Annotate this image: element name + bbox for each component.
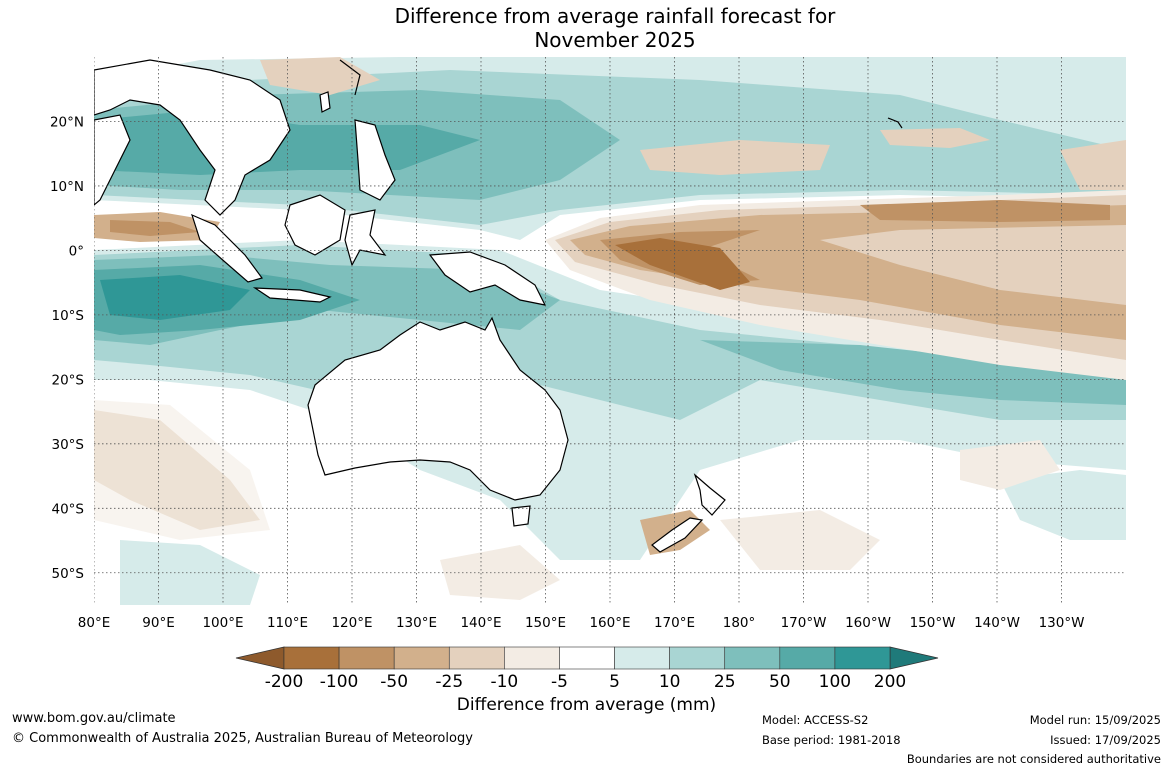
longitude-label: 170°E [654, 615, 695, 631]
java-outline [252, 287, 332, 303]
colorbar-extend-low [235, 646, 285, 670]
colorbar-tick-label: -10 [490, 672, 518, 692]
colorbar-tick-label: 25 [714, 672, 736, 692]
mainland-se-asia-outline [94, 59, 291, 216]
colorbar-tick-label: 100 [819, 672, 851, 692]
borneo-outline [284, 194, 346, 256]
hawaii-outline [887, 117, 903, 129]
dry-north-pacific-2 [880, 128, 990, 148]
map-svg: 80°E 90°E 100°E 110°E 120°E 130°E 140°E 150°E 16… [50, 57, 1126, 631]
new-zealand-north-outline [693, 473, 726, 516]
colorbar-swatch [834, 646, 891, 670]
colorbar-svg: -200 -100 -50 -25 -10 -5 5 10 25 50 100 200 [235, 646, 939, 692]
longitude-label: 120°E [331, 615, 372, 631]
teal-strongest [100, 275, 250, 320]
colorbar-tick-label: 5 [609, 672, 620, 692]
dry-south-1 [440, 545, 560, 600]
teal-dark-sp [700, 340, 1126, 405]
dry-south-io-light [94, 400, 270, 540]
longitude-label: 130°W [1039, 615, 1085, 631]
footer-model-run: Model run: 15/09/2025 [1029, 713, 1161, 727]
longitude-label: 100°E [202, 615, 243, 631]
longitude-label: 150°E [525, 615, 566, 631]
colorbar-tick-label: -50 [380, 672, 408, 692]
latitude-label: 10°S [52, 308, 85, 324]
sumatra-outline [191, 213, 263, 283]
longitude-label: 160°E [589, 615, 630, 631]
colorbar-swatch [338, 646, 395, 670]
taiwan-outline [319, 91, 331, 113]
rainfall-map: 80°E 90°E 100°E 110°E 120°E 130°E 140°E 150°E 16… [50, 57, 1126, 631]
longitude-labels: 80°E 90°E 100°E 110°E 120°E 130°E 140°E 150°E 16… [78, 615, 1085, 631]
map-title: Difference from average rainfall forecas… [0, 4, 1173, 52]
latitude-label: 40°S [52, 501, 85, 517]
colorbar-swatch [448, 646, 505, 670]
colorbar-swatch [559, 646, 615, 670]
teal-zone-southeast [1000, 470, 1126, 540]
longitude-label: 150°W [910, 615, 956, 631]
dry-south-pacific-1 [720, 510, 880, 570]
colorbar-tick-label: 50 [769, 672, 791, 692]
colorbar-swatch [283, 646, 340, 670]
colorbar: -200 -100 -50 -25 -10 -5 5 10 25 50 100 200 [0, 640, 1173, 720]
footer-copyright: © Commonwealth of Australia 2025, Austra… [12, 731, 473, 746]
latitude-label: 30°S [52, 437, 85, 453]
footer-base-period: Base period: 1981-2018 [762, 733, 901, 747]
new-guinea-outline [428, 251, 547, 306]
colorbar-tick-label: 10 [659, 672, 681, 692]
colorbar-tick-label: -25 [435, 672, 463, 692]
longitude-label: 140°E [460, 615, 501, 631]
colorbar-extend-high [889, 646, 939, 670]
dry-north-asia [260, 57, 380, 95]
longitude-label: 130°E [396, 615, 437, 631]
gridlines [94, 57, 1126, 605]
footer-issued: Issued: 17/09/2025 [1050, 733, 1161, 747]
latitude-label: 50°S [52, 566, 85, 582]
latitude-label: 0° [69, 243, 84, 259]
colorbar-tick-label: -200 [265, 672, 304, 692]
latitude-labels: 20°N 10°N 0° 10°S 20°S 30°S 40°S 50°S [50, 114, 84, 581]
japan-outline [339, 59, 361, 96]
dry-band-cp-5 [615, 238, 750, 290]
colorbar-swatch [669, 646, 726, 670]
colorbar-swatch [504, 646, 560, 670]
colorbar-tick-labels: -200 -100 -50 -25 -10 -5 5 10 25 50 100 200 [265, 672, 907, 692]
footer-model: Model: ACCESS-S2 [762, 713, 869, 727]
footer-disclaimer: Boundaries are not considered authoritat… [906, 752, 1161, 766]
colorbar-tick-label: -5 [551, 672, 568, 692]
longitude-label: 140°W [974, 615, 1020, 631]
title-line-2: November 2025 [534, 28, 696, 52]
sulawesi-outline [344, 209, 387, 267]
india-outline [94, 114, 131, 206]
colorbar-title: Difference from average (mm) [456, 695, 717, 715]
colorbar-swatch [779, 646, 836, 670]
colorbar-swatches [235, 646, 939, 670]
colorbar-tick-label: -100 [320, 672, 359, 692]
colorbar-swatch [614, 646, 670, 670]
latitude-label: 20°N [50, 114, 84, 130]
australia-outline [307, 316, 569, 501]
tasmania-outline [511, 505, 531, 527]
dry-south-pacific-2 [960, 440, 1060, 490]
longitude-label: 180° [723, 615, 756, 631]
longitude-label: 80°E [78, 615, 110, 631]
dry-band-east-strip [860, 200, 1110, 222]
colorbar-swatch [393, 646, 450, 670]
longitude-label: 110°E [267, 615, 308, 631]
colorbar-swatch [724, 646, 781, 670]
dry-ne-corner [1060, 140, 1126, 190]
latitude-label: 20°S [52, 372, 85, 388]
latitude-label: 10°N [50, 179, 84, 195]
colorbar-tick-label: 200 [874, 672, 906, 692]
philippines-outline [354, 119, 396, 201]
footer-url[interactable]: www.bom.gov.au/climate [12, 711, 176, 726]
longitude-label: 160°W [845, 615, 891, 631]
longitude-label: 170°W [781, 615, 827, 631]
longitude-label: 90°E [142, 615, 174, 631]
dry-north-pacific-1 [640, 140, 830, 175]
dry-band-io-core [110, 220, 200, 236]
new-zealand-south-outline [651, 517, 704, 553]
title-line-1: Difference from average rainfall forecas… [394, 4, 836, 28]
